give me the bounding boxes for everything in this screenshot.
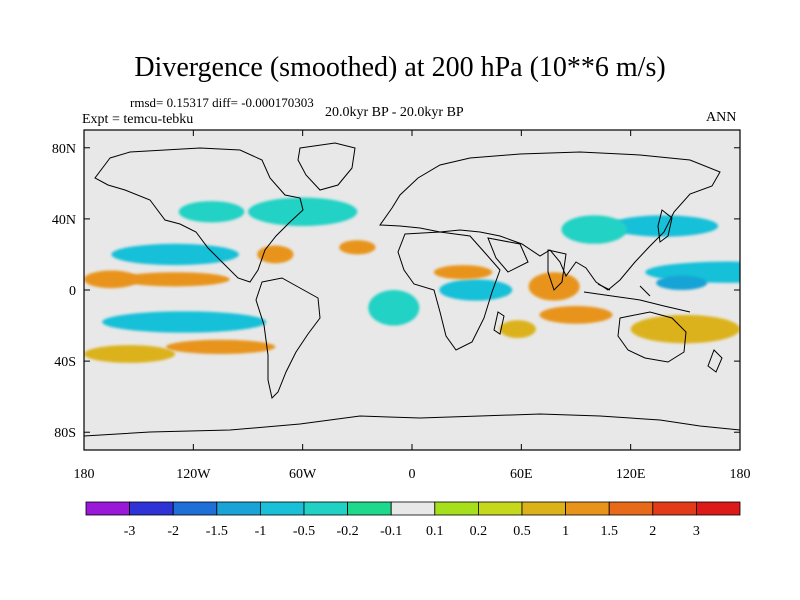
colorbar-swatch: [565, 501, 610, 516]
field-blob: [439, 279, 513, 301]
coast-new-zealand: [707, 349, 723, 373]
colorbar-label: -1.5: [206, 524, 228, 539]
x-tick-label: 60W: [289, 467, 317, 482]
coastlines: [84, 142, 740, 437]
coast-madagascar: [493, 311, 505, 335]
stats-label: rmsd= 0.15317 diff= -0.000170303: [130, 95, 314, 110]
colorbar-swatch: [259, 501, 305, 516]
field-blob: [630, 314, 740, 344]
field-blob: [608, 215, 719, 237]
colorbar-label: -1: [255, 524, 267, 539]
field-blob: [656, 275, 708, 290]
coast-africa: [397, 231, 501, 351]
field-blob: [257, 245, 294, 264]
colorbar-label: 0.2: [470, 524, 488, 539]
field-blob: [433, 265, 493, 280]
field-blob: [339, 240, 376, 255]
y-tick-label: 40S: [54, 355, 76, 370]
x-tick-label: 120W: [176, 467, 211, 482]
y-tick-label: 40N: [52, 213, 76, 228]
colorbar-swatch: [652, 501, 697, 516]
colorbar-label: 2: [649, 524, 656, 539]
x-axis: 180 120W 60W 0 60E 120E 180: [74, 130, 751, 482]
field-blob: [561, 215, 628, 244]
x-tick-label: 60E: [510, 467, 533, 482]
colorbar-label: -0.1: [380, 524, 402, 539]
colorbar-label: -0.2: [337, 524, 359, 539]
x-tick-label: 180: [730, 467, 751, 482]
x-tick-label: 180: [74, 467, 95, 482]
coast-india: [547, 249, 567, 291]
colorbar-label: -2: [167, 524, 179, 539]
colorbar-swatch: [303, 501, 348, 516]
x-tick-label: 0: [409, 467, 416, 482]
colorbar-swatch: [390, 501, 436, 516]
chart-title: Divergence (smoothed) at 200 hPa (10**6 …: [134, 52, 666, 83]
colorbar-swatch: [521, 501, 566, 516]
colorbar-swatch: [216, 501, 261, 516]
colorbar-swatch: [608, 501, 654, 516]
colorbar-label: -0.5: [293, 524, 315, 539]
coast-north-america: [94, 147, 304, 283]
coast-greenland: [297, 142, 356, 191]
colorbar-swatch: [696, 501, 741, 516]
y-tick-label: 0: [69, 284, 76, 299]
colorbar: -3 -2 -1.5 -1 -0.5 -0.2 -0.1 0.1 0.2 0.5 1 1.5 2 3: [85, 501, 741, 539]
field-blob: [120, 272, 230, 287]
coast-south-america: [255, 277, 321, 399]
colorbar-swatch: [172, 501, 218, 516]
colorbar-label: -3: [124, 524, 136, 539]
colorbar-swatch: [85, 501, 130, 516]
colorbar-label: 0.5: [513, 524, 531, 539]
y-tick-label: 80S: [54, 426, 76, 441]
period-label: 20.0kyr BP - 20.0kyr BP: [325, 105, 464, 120]
y-tick-label: 80N: [52, 142, 76, 157]
field-blob: [166, 339, 276, 354]
field-blob: [499, 320, 536, 338]
field-blob: [247, 197, 358, 226]
colorbar-label: 1.5: [600, 524, 618, 539]
colorbar-swatch: [434, 501, 479, 516]
coast-antarctica: [84, 413, 740, 437]
field-blob: [84, 345, 176, 363]
field-blob: [111, 243, 239, 266]
colorbar-swatch: [477, 501, 523, 516]
colorbar-label: 3: [693, 524, 700, 539]
y-axis: 80N 40N 0 40S 80S: [52, 142, 740, 441]
season-label: ANN: [706, 110, 737, 125]
field-blob: [539, 306, 613, 324]
coast-australia: [617, 311, 687, 363]
colorbar-label: 1: [562, 524, 569, 539]
map-background: [84, 130, 740, 450]
field-blob: [84, 270, 139, 289]
field-blob: [368, 290, 420, 326]
field-blob: [102, 311, 267, 333]
coast-japan: [657, 209, 673, 243]
colorbar-label: 0.1: [426, 524, 444, 539]
field-blob: [528, 272, 580, 301]
x-tick-label: 120E: [616, 467, 646, 482]
colorbar-swatch: [129, 501, 174, 516]
divergence-field: [84, 197, 740, 363]
coast-indonesia: [583, 283, 691, 313]
coast-arabia: [487, 237, 529, 273]
field-blob: [178, 201, 245, 223]
coast-eurasia: [379, 151, 721, 291]
colorbar-swatch: [347, 501, 392, 516]
experiment-label: Expt = temcu-tebku: [82, 112, 194, 127]
